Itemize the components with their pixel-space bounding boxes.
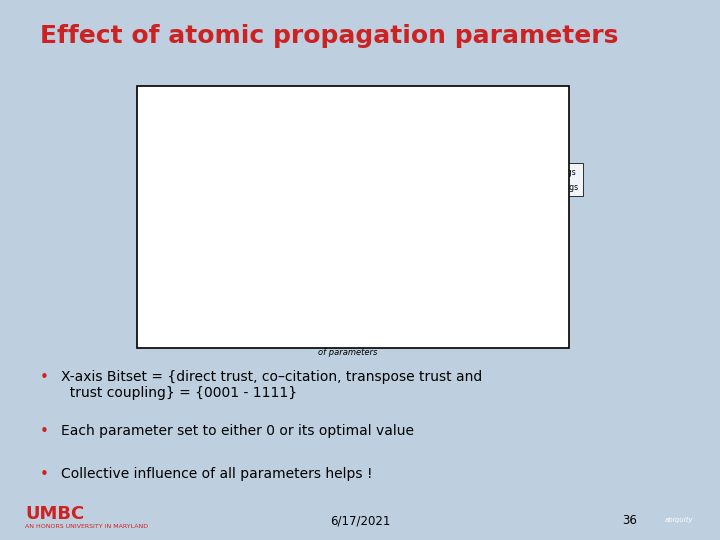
Bar bbox=[302, 219, 312, 316]
Bar bbox=[322, 158, 333, 316]
Bar bbox=[362, 195, 373, 316]
Text: Each parameter set to either 0 or its optimal value: Each parameter set to either 0 or its op… bbox=[61, 424, 414, 438]
Text: Effect of atomic propagation parameters: Effect of atomic propagation parameters bbox=[40, 24, 618, 48]
Text: Collective influence of all parameters helps !: Collective influence of all parameters h… bbox=[61, 467, 373, 481]
Bar bbox=[272, 212, 282, 316]
Bar bbox=[443, 153, 453, 316]
Bar bbox=[231, 210, 242, 316]
Bar bbox=[453, 144, 464, 316]
Bar bbox=[392, 184, 403, 316]
Y-axis label: Percentage of correct
classification: Percentage of correct classification bbox=[179, 180, 199, 262]
Text: •: • bbox=[40, 370, 48, 385]
Title: Effect of parameters in atomic propagation: Effect of parameters in atomic propagati… bbox=[235, 113, 460, 123]
Text: 6/17/2021: 6/17/2021 bbox=[330, 514, 390, 527]
Text: X-axis Bitset = {direct trust, co–citation, transpose trust and
  trust coupling: X-axis Bitset = {direct trust, co–citati… bbox=[61, 370, 482, 400]
Bar bbox=[292, 212, 302, 316]
Bar bbox=[413, 163, 423, 316]
Bar bbox=[382, 174, 392, 316]
Bar bbox=[261, 205, 272, 316]
Text: UMBC: UMBC bbox=[25, 505, 84, 523]
X-axis label: Numeric value representing collection
of parameters: Numeric value representing collection of… bbox=[267, 338, 428, 357]
Text: •: • bbox=[40, 467, 48, 482]
Bar bbox=[220, 127, 475, 198]
Text: 36: 36 bbox=[623, 514, 637, 527]
Text: •: • bbox=[40, 424, 48, 439]
Text: abiquity: abiquity bbox=[665, 517, 693, 523]
Text: AN HONORS UNIVERSITY IN MARYLAND: AN HONORS UNIVERSITY IN MARYLAND bbox=[25, 524, 148, 529]
Bar bbox=[333, 165, 343, 316]
Bar bbox=[352, 195, 362, 316]
Bar bbox=[423, 167, 433, 316]
Bar bbox=[242, 217, 252, 316]
Legend: Republican Blogs, Democrat    Blogs: Republican Blogs, Democrat Blogs bbox=[492, 163, 583, 197]
